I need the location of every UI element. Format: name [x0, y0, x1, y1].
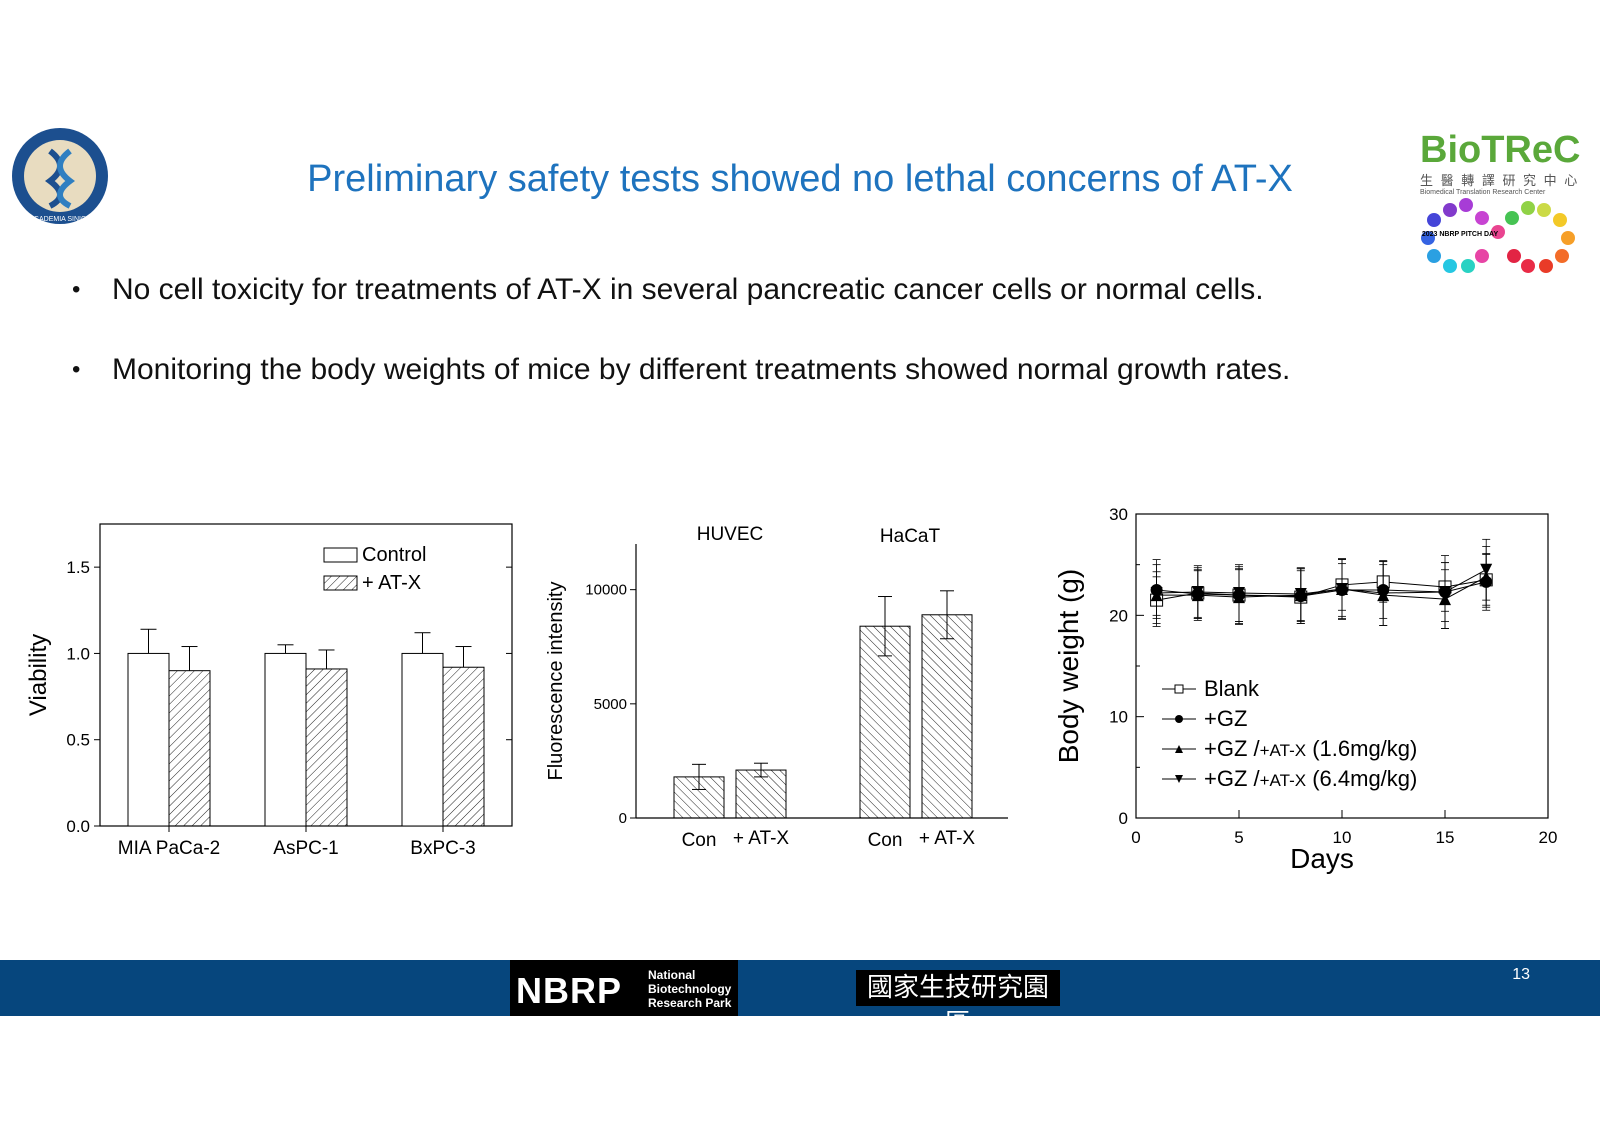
national-biotech-park-chinese-logo: 國家生技研究園區: [856, 970, 1060, 1039]
biotrec-wordmark: BioTReC: [1420, 129, 1581, 171]
marker: [1294, 588, 1307, 601]
legend-swatch: [323, 547, 358, 563]
x-axis-label: Days: [1290, 843, 1354, 874]
marker: [1175, 775, 1183, 783]
x-tick-label: 10: [1333, 828, 1352, 847]
x-tick-label: 15: [1436, 828, 1455, 847]
legend-label: Blank: [1204, 676, 1260, 701]
y-tick-label: 0.0: [66, 817, 90, 836]
x-tick-label: Con: [868, 830, 903, 851]
y-tick-label: 5000: [594, 696, 627, 713]
marker: [1233, 587, 1245, 600]
bar: [921, 614, 973, 819]
slide-title: Preliminary safety tests showed no letha…: [307, 158, 1293, 200]
marker: [1336, 582, 1348, 595]
y-tick-label: 1.5: [66, 558, 90, 577]
y-tick-label: 0: [1119, 809, 1128, 828]
legend-label-part: Blank: [1204, 676, 1260, 701]
bar: [859, 625, 911, 819]
y-tick-label: 20: [1109, 606, 1128, 625]
bar: [264, 652, 307, 827]
y-tick-label: 10000: [585, 582, 627, 599]
legend-label-part: +AT-X: [1260, 771, 1306, 790]
x-tick-label: BxPC-3: [410, 838, 475, 859]
academia-sinica-seal: ACADEMIA SINICA: [12, 128, 108, 224]
charts-area: 0.0 0.5 1.0 1.5 Viability MIA PaCa-2 AsPC-1 BxP…: [25, 505, 1557, 874]
series-line: [1156, 579, 1487, 601]
biotrec-logo: BioTReC 生 醫 轉 譯 研 究 中 心 Biomedical Trans…: [1420, 130, 1580, 287]
legend-label: +GZ /+AT-X (1.6mg/kg): [1204, 736, 1417, 761]
x-tick-label: + AT-X: [919, 828, 975, 849]
marker: [1480, 563, 1493, 576]
bullet-list: No cell toxicity for treatments of AT-X …: [72, 272, 1290, 432]
marker: [1439, 586, 1451, 599]
x-tick-label: AsPC-1: [273, 838, 338, 859]
page-number: 13: [1512, 966, 1530, 983]
x-tick-label: 0: [1131, 828, 1140, 847]
x-tick-label: + AT-X: [733, 828, 789, 849]
marker: [1191, 586, 1204, 599]
y-tick-label: 1.0: [66, 644, 90, 663]
legend-label-part: +GZ: [1204, 706, 1247, 731]
body-weight-chart: 0 10 20 30 0 5 10 15 20 Days Body weight (g) Blank +…: [1053, 505, 1557, 874]
legend-label-part: +GZ /: [1204, 736, 1261, 761]
marker: [1175, 715, 1183, 723]
x-tick-label: Con: [682, 830, 717, 851]
bar: [442, 666, 485, 827]
series-line: [1156, 576, 1487, 600]
marker: [1174, 684, 1184, 694]
y-axis-label: Fluorescence intensity: [545, 582, 567, 781]
seal-text: ACADEMIA SINICA: [29, 216, 91, 223]
x-tick-label: MIA PaCa-2: [118, 838, 220, 859]
y-tick-label: 10: [1109, 708, 1128, 727]
legend-swatch: [323, 575, 358, 591]
legend-label-part: (6.4mg/kg): [1312, 766, 1417, 791]
legend-label-part: +GZ /: [1204, 766, 1261, 791]
legend-label: +GZ /+AT-X (6.4mg/kg): [1204, 766, 1417, 791]
y-tick-label: 0.5: [66, 731, 90, 750]
biotrec-subtitle-cn: 生 醫 轉 譯 研 究 中 心: [1420, 173, 1580, 188]
bullet-item: No cell toxicity for treatments of AT-X …: [72, 272, 1290, 308]
group-label: HaCaT: [880, 526, 941, 547]
bar: [401, 652, 444, 827]
series-line: [1156, 581, 1487, 597]
x-tick-label: 20: [1539, 828, 1558, 847]
bar: [168, 670, 211, 827]
group-label: HUVEC: [697, 524, 764, 545]
legend-label-part: +AT-X: [1260, 741, 1306, 760]
series-line: [1156, 569, 1487, 595]
bar: [305, 668, 348, 827]
bullet-item: Monitoring the body weights of mice by d…: [72, 352, 1290, 388]
marker: [1150, 587, 1163, 600]
bar: [127, 652, 170, 827]
nbrp-pitch-day-logo: 2023 NBRP PITCH DAY: [1421, 198, 1575, 273]
nbrp-day-label: 2023 NBRP PITCH DAY: [1422, 231, 1499, 238]
marker: [1377, 587, 1390, 600]
y-tick-label: 30: [1109, 505, 1128, 524]
legend-label: +GZ: [1204, 706, 1247, 731]
x-tick-label: 5: [1234, 828, 1243, 847]
y-axis-label: Body weight (g): [1053, 569, 1084, 764]
nbrp-mark: NBRP: [516, 970, 623, 1011]
legend-label: Control: [362, 544, 426, 566]
viability-chart: 0.0 0.5 1.0 1.5 Viability MIA PaCa-2 AsPC-1 BxP…: [25, 523, 513, 859]
legend-label-part: (1.6mg/kg): [1312, 736, 1417, 761]
biotrec-subtitle-en: Biomedical Translation Research Center: [1420, 189, 1546, 196]
footer-bar: [0, 960, 1600, 1016]
y-axis-label: Viability: [25, 634, 52, 716]
nbrp-logo: NBRP National Biotechnology Research Par…: [510, 960, 738, 1016]
nbrp-text: National Biotechnology Research Park: [648, 968, 732, 1010]
legend-label: + AT-X: [362, 572, 421, 594]
y-tick-label: 0: [619, 810, 627, 827]
fluorescence-chart: 0 5000 10000 Fluorescence intensity Con + AT-…: [545, 524, 1008, 851]
marker: [1175, 745, 1183, 753]
